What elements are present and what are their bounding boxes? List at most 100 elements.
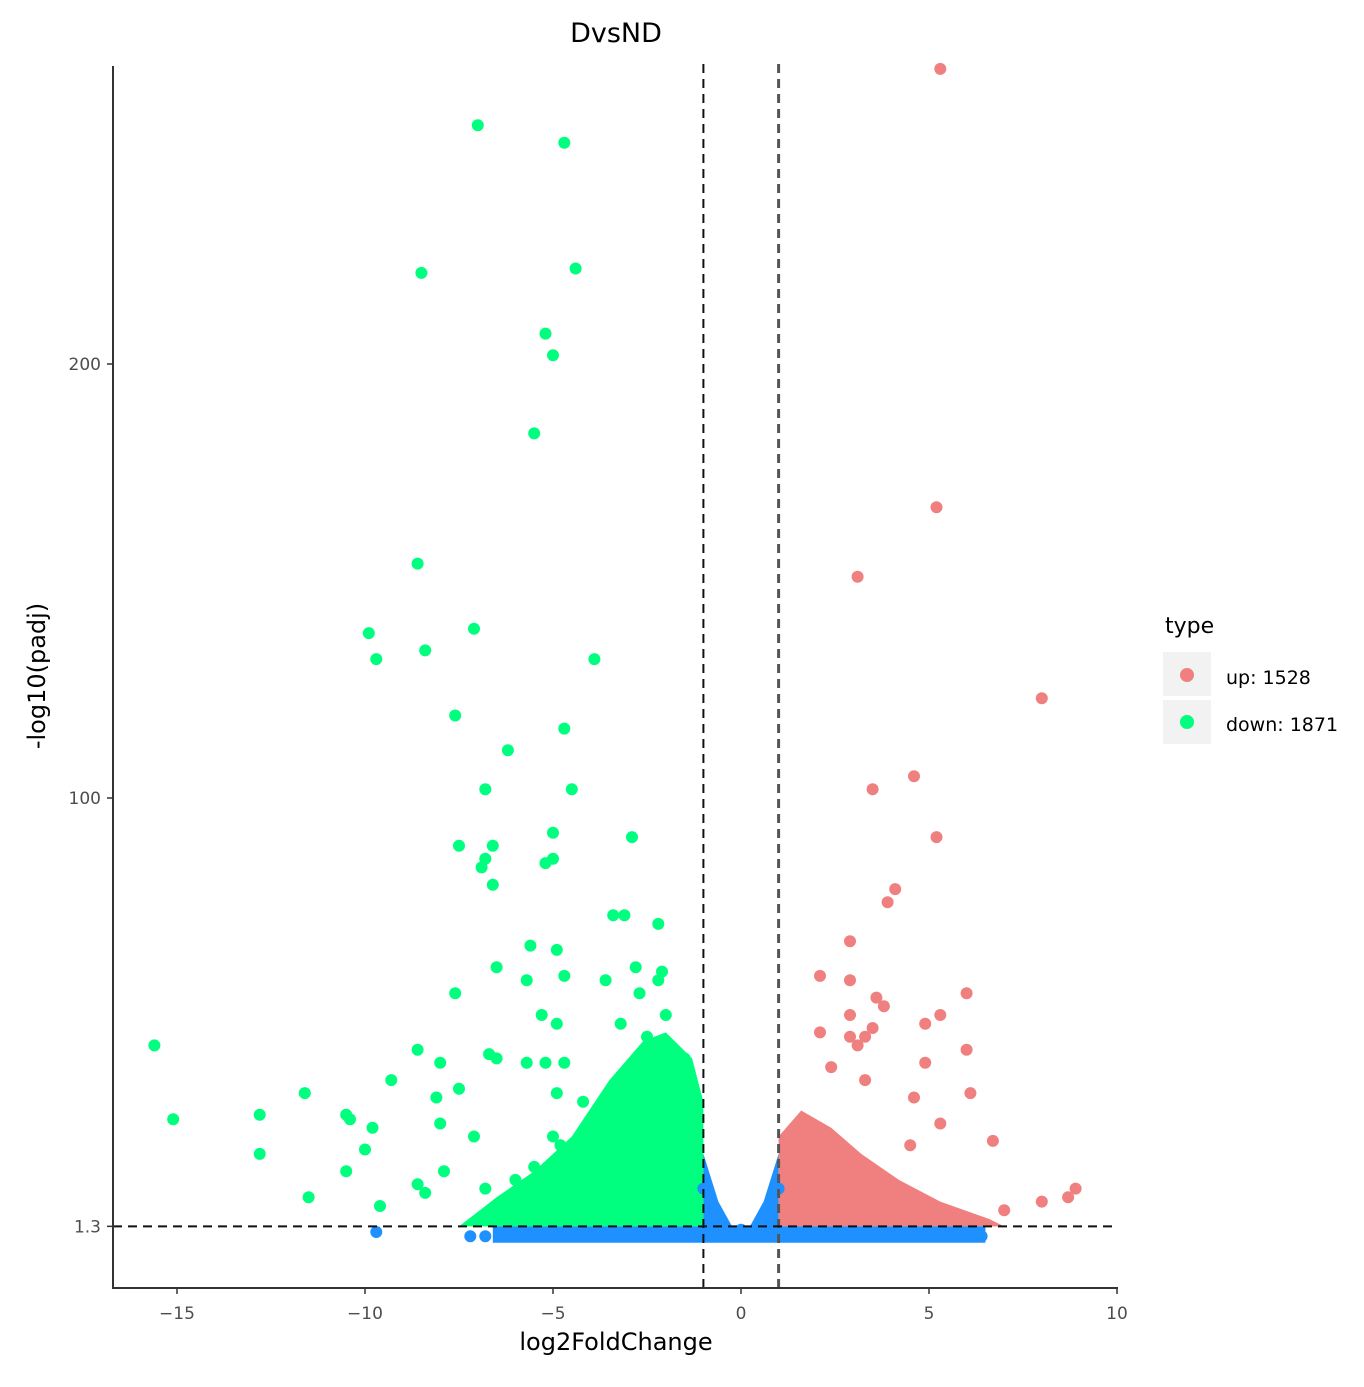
legend-title: type bbox=[1165, 614, 1214, 639]
down-point bbox=[626, 831, 638, 844]
up-point bbox=[964, 1087, 977, 1100]
down-point bbox=[434, 1056, 447, 1069]
down-point bbox=[607, 909, 620, 922]
down-point bbox=[554, 1139, 567, 1152]
up-point bbox=[859, 1030, 872, 1043]
normal-point bbox=[923, 1230, 935, 1243]
down-point bbox=[520, 974, 533, 987]
down-point bbox=[535, 1009, 548, 1021]
up-point bbox=[908, 770, 920, 783]
down-point bbox=[547, 852, 559, 865]
down-point bbox=[415, 266, 428, 279]
normal-point bbox=[464, 1230, 477, 1243]
up-point bbox=[919, 1017, 932, 1030]
up-point bbox=[986, 1134, 999, 1147]
down-point bbox=[486, 878, 499, 891]
normal-point bbox=[847, 1230, 860, 1243]
down-point bbox=[520, 1056, 533, 1069]
normal-point bbox=[975, 1230, 988, 1243]
down-point bbox=[550, 943, 563, 956]
down-point bbox=[633, 987, 646, 1000]
down-point bbox=[490, 961, 503, 974]
x-tick-label: −5 bbox=[540, 1304, 565, 1324]
down-point bbox=[419, 644, 432, 657]
down-point bbox=[434, 1117, 447, 1130]
normal-point bbox=[772, 1182, 785, 1195]
normal-point bbox=[765, 1208, 778, 1221]
normal-point bbox=[885, 1230, 898, 1243]
up-point bbox=[930, 831, 943, 844]
legend-label-up: up: 1528 bbox=[1226, 667, 1311, 689]
down-point bbox=[565, 783, 578, 796]
down-point bbox=[547, 1130, 559, 1143]
down-point bbox=[599, 974, 612, 987]
legend: type up: 1528 down: 1871 bbox=[1163, 614, 1338, 744]
down-point bbox=[558, 722, 571, 735]
down-point bbox=[302, 1191, 315, 1204]
down-point bbox=[652, 974, 665, 987]
up-point bbox=[844, 935, 856, 948]
down-point bbox=[569, 262, 582, 275]
down-point bbox=[468, 622, 480, 635]
up-point bbox=[904, 1139, 917, 1152]
down-point bbox=[614, 1017, 627, 1030]
up-point bbox=[870, 991, 883, 1004]
down-point bbox=[622, 1074, 635, 1087]
down-point bbox=[550, 1017, 563, 1030]
normal-point bbox=[716, 1221, 729, 1234]
down-point bbox=[547, 826, 559, 839]
down-point bbox=[539, 1056, 552, 1069]
down-point bbox=[449, 987, 462, 1000]
down-point bbox=[577, 1095, 590, 1108]
normal-point bbox=[509, 1230, 522, 1243]
down-point bbox=[689, 1095, 702, 1108]
down-point bbox=[340, 1165, 353, 1178]
y-axis-ticks: 1.3 100 200 bbox=[69, 355, 113, 1237]
down-point bbox=[652, 917, 665, 930]
up-point bbox=[877, 1000, 890, 1013]
up-point bbox=[866, 783, 879, 796]
up-point bbox=[851, 1039, 864, 1052]
up-point bbox=[851, 570, 864, 583]
up-point bbox=[844, 974, 856, 987]
up-point bbox=[934, 1117, 947, 1130]
down-point bbox=[603, 1117, 616, 1130]
down-point bbox=[430, 1091, 443, 1104]
x-tick-label: 10 bbox=[1106, 1304, 1128, 1324]
y-tick-label: 200 bbox=[69, 355, 101, 375]
down-point bbox=[678, 1052, 691, 1065]
normal-point bbox=[603, 1230, 616, 1243]
down-point bbox=[449, 709, 462, 722]
up-point bbox=[814, 969, 826, 982]
up-point bbox=[960, 1043, 973, 1056]
normal-point bbox=[370, 1226, 383, 1238]
down-point bbox=[558, 969, 571, 982]
up-point bbox=[859, 1074, 872, 1087]
normal-point bbox=[528, 1230, 541, 1243]
up-point bbox=[930, 501, 943, 514]
x-tick-label: 0 bbox=[736, 1304, 747, 1324]
down-point bbox=[501, 744, 514, 757]
x-tick-label: 5 bbox=[924, 1304, 935, 1324]
normal-point bbox=[704, 1208, 717, 1221]
y-tick-label: 100 bbox=[69, 789, 101, 809]
normal-point bbox=[753, 1221, 766, 1234]
up-point bbox=[844, 1009, 856, 1021]
up-point bbox=[866, 1022, 879, 1034]
down-point bbox=[659, 1009, 672, 1021]
down-point bbox=[411, 1178, 424, 1191]
up-point bbox=[934, 1009, 947, 1021]
up-point bbox=[1069, 1182, 1082, 1195]
x-tick-label: −10 bbox=[347, 1304, 383, 1324]
down-point bbox=[528, 1160, 541, 1173]
down-point bbox=[558, 136, 571, 149]
down-point bbox=[453, 839, 465, 852]
down-point bbox=[453, 1082, 465, 1095]
x-axis-ticks: −15 −10 −5 0 5 10 bbox=[159, 1288, 1128, 1324]
legend-dot-up bbox=[1180, 668, 1194, 682]
x-axis-title: log2FoldChange bbox=[519, 1328, 712, 1356]
up-point bbox=[825, 1061, 838, 1074]
up-point bbox=[919, 1056, 932, 1069]
threshold-lines bbox=[113, 64, 1118, 1288]
